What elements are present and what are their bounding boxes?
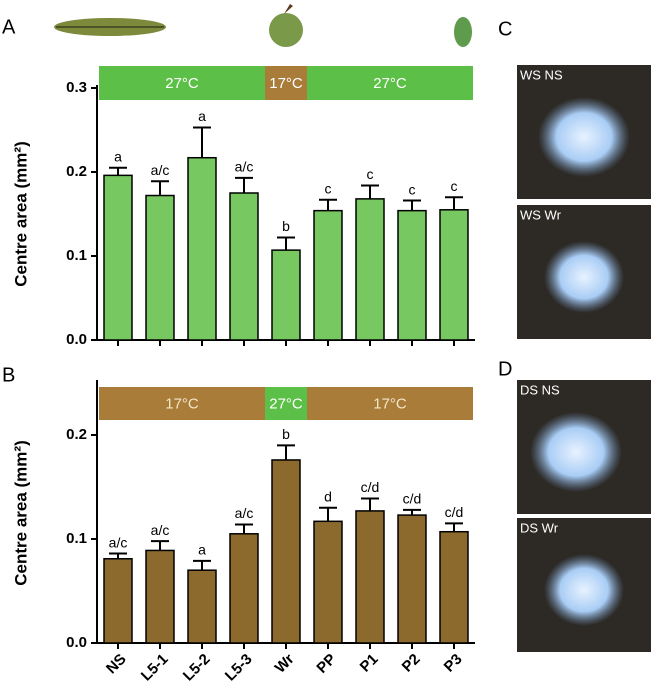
bar (229, 192, 259, 341)
temperature-label: 17°C (373, 395, 407, 412)
significance-label: c (409, 181, 416, 197)
eyespot-centre (538, 97, 630, 177)
x-tick-label: P2 (399, 651, 424, 676)
significance-label: a/c (151, 162, 170, 178)
temperature-band (99, 387, 265, 420)
larva-icon (54, 18, 166, 36)
eyespot-centre (544, 241, 624, 313)
bar (271, 249, 301, 341)
temperature-label: 27°C (373, 75, 407, 92)
photo-label: DS Wr (520, 520, 559, 535)
y-tick-label: 0.0 (66, 634, 87, 651)
photo-label: DS NS (520, 382, 560, 397)
bar (313, 520, 343, 644)
x-tick-label: PP (313, 651, 339, 677)
y-tick-label: 0.2 (66, 163, 87, 180)
temperature-band (99, 66, 265, 100)
x-tick-label: P1 (357, 651, 382, 676)
x-tick-label: L5-1 (138, 651, 172, 685)
significance-label: a (114, 149, 122, 165)
x-tick-label: L5-2 (180, 651, 214, 685)
bar (397, 209, 427, 341)
significance-label: a/c (151, 522, 170, 538)
temperature-band (265, 387, 307, 420)
bar (187, 156, 217, 341)
significance-label: b (282, 218, 290, 234)
panel-label: C (498, 18, 512, 40)
panel-label: B (2, 364, 15, 386)
significance-label: c/d (361, 479, 380, 495)
significance-label: c/d (403, 491, 422, 507)
temperature-label: 17°C (165, 395, 199, 412)
eyespot-centre (530, 412, 622, 492)
significance-label: a (198, 542, 206, 558)
panel-label: A (2, 16, 16, 38)
bar (271, 459, 301, 644)
bar (439, 530, 469, 644)
y-axis-label: Centre area (mm²) (11, 141, 30, 287)
photo-label: WS Wr (520, 207, 562, 222)
temperature-label: 17°C (269, 75, 303, 92)
bar (355, 510, 385, 644)
bar (145, 194, 175, 341)
x-tick-label: Wr (272, 651, 298, 677)
bar (439, 209, 469, 341)
y-tick-label: 0.2 (66, 426, 87, 443)
significance-label: c (451, 178, 458, 194)
bar (313, 209, 343, 341)
significance-label: a/c (235, 159, 254, 175)
significance-label: c/d (445, 504, 464, 520)
significance-label: a/c (109, 534, 128, 550)
temperature-band (307, 66, 473, 100)
bar (397, 514, 427, 644)
significance-label: c (367, 166, 374, 182)
prepupa-icon (269, 4, 303, 47)
eyespot-centre (544, 554, 624, 626)
significance-label: b (282, 426, 290, 442)
temperature-band (265, 66, 307, 100)
bar (103, 174, 133, 341)
y-axis-label: Centre area (mm²) (11, 440, 30, 586)
x-tick-label: L5-3 (222, 651, 256, 685)
significance-label: a/c (235, 505, 254, 521)
significance-label: c (325, 180, 332, 196)
bar (187, 569, 217, 644)
bar (355, 198, 385, 341)
x-tick-label: P3 (441, 651, 466, 676)
y-tick-label: 0.1 (66, 247, 87, 264)
temperature-band (307, 387, 473, 420)
temperature-label: 27°C (269, 395, 303, 412)
bar (145, 549, 175, 644)
bar (103, 558, 133, 644)
y-tick-label: 0.0 (66, 331, 87, 348)
y-tick-label: 0.1 (66, 530, 87, 547)
pupa-icon (454, 17, 472, 47)
photo-label: WS NS (520, 67, 563, 82)
significance-label: d (324, 489, 332, 505)
x-tick-label: NS (103, 651, 130, 678)
panel-label: D (498, 358, 512, 380)
significance-label: a (198, 108, 206, 124)
temperature-label: 27°C (165, 75, 199, 92)
y-tick-label: 0.3 (66, 79, 87, 96)
bar (229, 533, 259, 644)
